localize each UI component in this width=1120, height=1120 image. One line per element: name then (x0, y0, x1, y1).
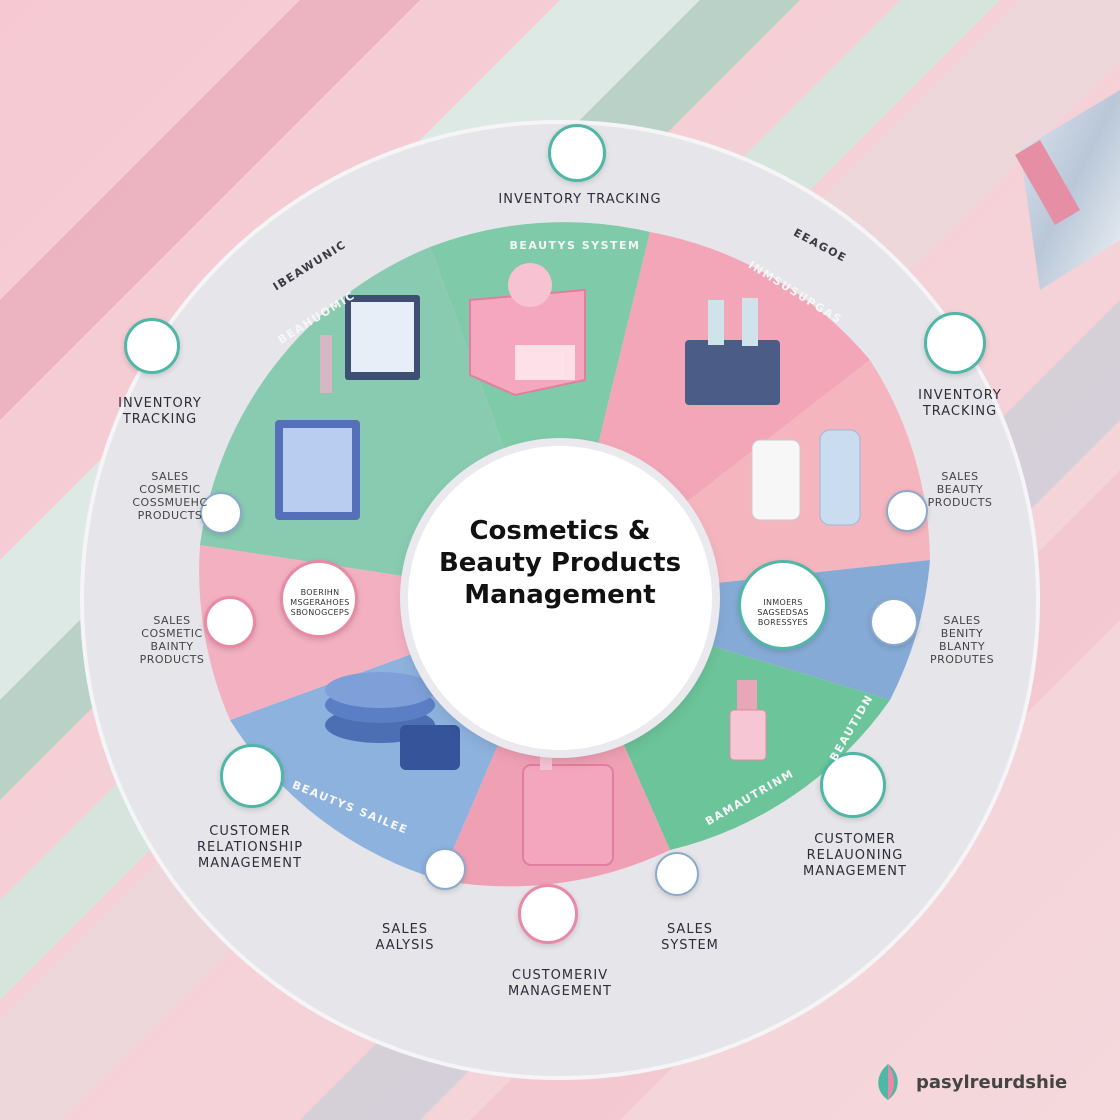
segment-left-icon (280, 560, 358, 638)
diagram-title: Cosmetics & Beauty Products Management (438, 516, 682, 610)
segment-label-inner-right: INMOERS SAGSEDSAS BORESSYES (757, 598, 809, 627)
brand-name: pasylreurdshie (916, 1071, 1068, 1093)
analytics-icon[interactable] (424, 848, 466, 890)
label-left-top: INVENTORY TRACKING (118, 396, 202, 427)
document-icon[interactable] (200, 492, 242, 534)
team-icon[interactable] (518, 884, 578, 944)
outer-ring-rim (80, 120, 1040, 1080)
segment-label-inner-left: BOERIHN MSGERAHOES SBONOGCEPS (290, 588, 350, 617)
bag-icon[interactable] (124, 318, 180, 374)
store-icon[interactable] (220, 744, 284, 808)
coins-illustration (325, 672, 460, 770)
label-top: INVENTORY TRACKING (498, 192, 662, 207)
tablet-illustration (275, 420, 360, 520)
label-right-low: SALES BENITY BLANTY PRODUTES (929, 614, 995, 666)
laptop-illustration (320, 295, 420, 393)
segment-label-top: BEAUTYS SYSTEM (509, 239, 641, 252)
customer-icon[interactable] (820, 752, 886, 818)
label-left-low: SALES COSMETIC BAINTY PRODUCTS (139, 614, 205, 666)
mirror-icon[interactable] (204, 596, 256, 648)
brand[interactable]: pasylreurdshie (870, 1060, 1067, 1104)
nail-polish-illustration (729, 680, 767, 761)
chart-icon[interactable] (870, 598, 918, 646)
segment-right-icon (738, 560, 828, 650)
label-right-top: INVENTORY TRACKING (918, 388, 1002, 419)
inventory-icon[interactable] (924, 312, 986, 374)
label-right-bottom: CUSTOMER RELAUONING MANAGEMENT (803, 832, 907, 879)
label-bottom-center: CUSTOMERIV MANAGEMENT (508, 968, 612, 999)
beauty-box-illustration (469, 263, 586, 397)
label-bottom-right: SALES SYSTEM (661, 922, 719, 953)
label-right-mid: SALES BEAUTY PRODUCTS (927, 470, 993, 509)
cosmetics-icon[interactable] (886, 490, 928, 532)
tube-body (1020, 90, 1120, 290)
stripe (0, 0, 420, 420)
label-bottom-left: SALES AALYSIS (375, 922, 435, 953)
leaf-logo-icon (878, 1064, 898, 1100)
refresh-icon[interactable] (548, 124, 606, 182)
label-left-bottom: CUSTOMER RELATIONSHIP MANAGEMENT (196, 824, 304, 871)
label-left-mid: SALES COSMETIC COSSMUEHC PRODUCTS (132, 470, 208, 522)
system-icon[interactable] (655, 852, 699, 896)
center-hub (408, 446, 712, 750)
tube-band (1015, 140, 1080, 225)
cosmetic-palette-illustration (685, 298, 780, 405)
bottles-illustration (751, 429, 861, 526)
